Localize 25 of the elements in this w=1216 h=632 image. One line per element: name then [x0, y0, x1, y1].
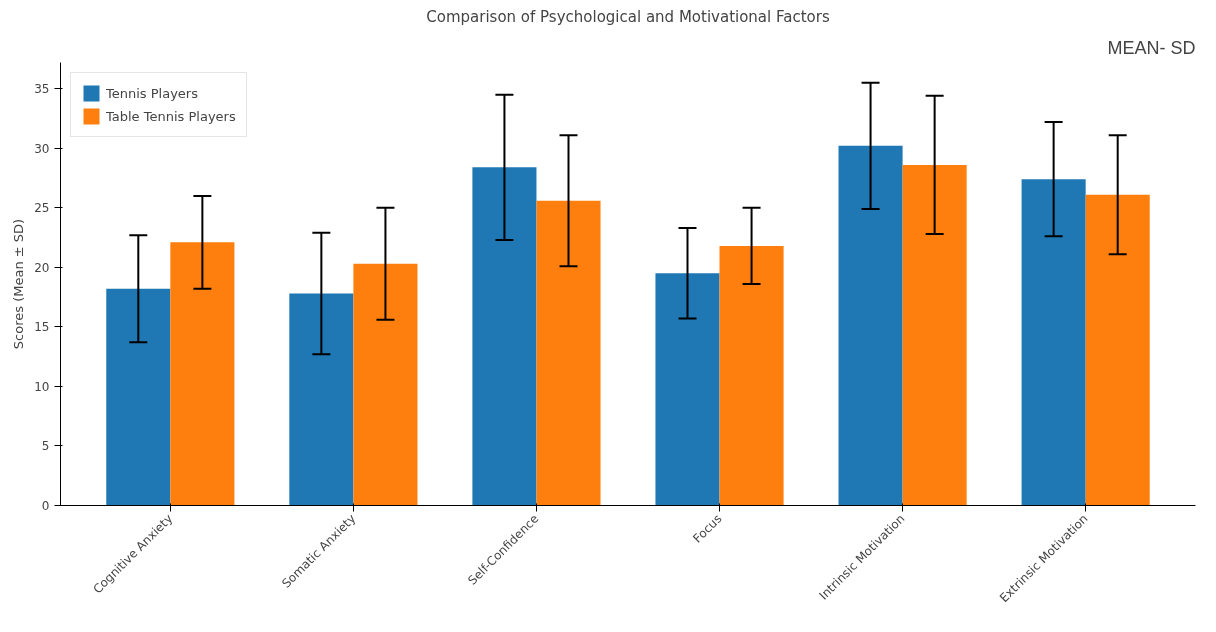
y-tick-label: 35: [34, 82, 50, 97]
y-axis-title: Scores (Mean ± SD): [11, 218, 27, 350]
bar: [353, 263, 418, 506]
bar: [170, 242, 235, 506]
chart-title: Comparison of Psychological and Motivational Factors: [426, 7, 830, 26]
bar: [1085, 194, 1150, 506]
bar: [472, 167, 537, 506]
bar: [536, 200, 601, 506]
bar: [655, 273, 720, 506]
y-tick-label: 10: [34, 379, 50, 394]
bar: [838, 145, 903, 506]
y-tick-label: 0: [41, 499, 50, 513]
bar: [902, 164, 967, 506]
bar: [106, 288, 171, 506]
bar: [1021, 179, 1086, 506]
bar: [289, 293, 354, 506]
bar: [719, 245, 784, 506]
y-tick-label: 5: [41, 439, 50, 454]
legend-label: Table Tennis Players: [106, 108, 236, 124]
y-tick-label: 20: [34, 260, 50, 275]
y-tick-label: 25: [34, 201, 50, 216]
y-tick-label: 15: [34, 320, 50, 335]
text: MEAN- SD: [1107, 37, 1196, 58]
y-tick-label: 30: [34, 141, 50, 156]
legend-label: Tennis Players: [106, 85, 198, 101]
